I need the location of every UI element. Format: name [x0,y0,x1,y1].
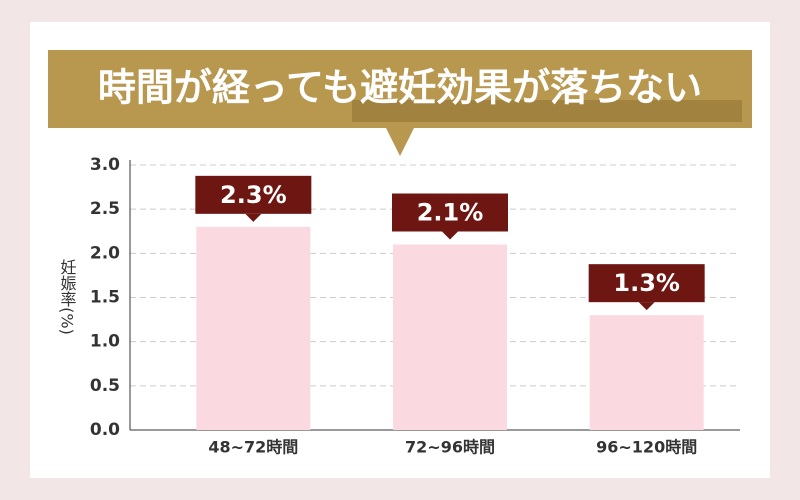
x-tick-label: 72~96時間 [405,438,495,457]
value-label-box [588,264,705,303]
value-label-box [392,193,508,232]
bar [393,244,507,430]
banner-pointer [386,128,414,156]
x-tick-label: 48~72時間 [208,438,298,457]
title-highlight [352,100,742,122]
y-tick-label: 0.0 [90,420,120,440]
y-tick-label: 1.0 [90,332,120,352]
value-label: 2.3% [220,181,287,209]
value-label-pointer [245,213,262,222]
bar [196,226,311,430]
value-label: 1.3% [613,269,680,297]
value-label-pointer [638,302,655,311]
value-label: 2.1% [417,199,484,227]
y-tick-label: 2.5 [90,199,120,219]
value-label-box [195,175,312,214]
y-tick-label: 3.0 [90,155,120,175]
y-tick-label: 1.5 [90,288,120,308]
y-tick-label: 2.0 [90,243,120,263]
value-label-pointer [442,231,458,240]
x-tick-label: 96~120時間 [596,438,697,457]
chart-title: 時間が経っても避妊効果が落ちない [98,66,702,110]
bar [589,315,704,430]
y-tick-label: 0.5 [90,376,120,396]
y-axis-label: 妊娠率(%) [58,259,77,335]
